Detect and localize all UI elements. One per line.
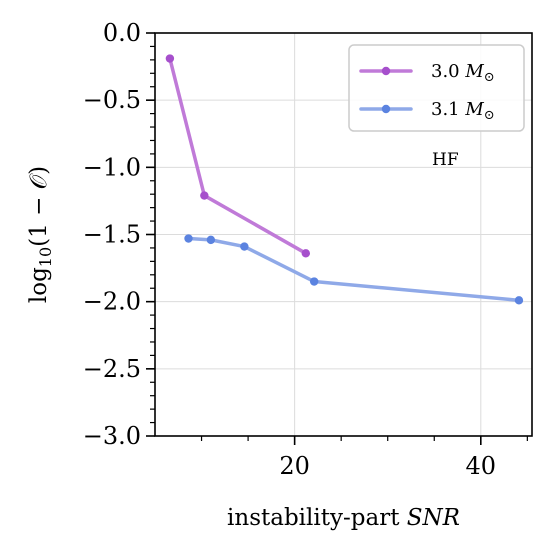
y-tick-label: −1.5	[83, 221, 141, 249]
y-axis-label-rest: (1 − 𝒪)	[26, 166, 52, 247]
legend-unit-sub: ⊙	[484, 70, 495, 85]
x-axis-label-emph: SNR	[407, 505, 460, 531]
data-point	[301, 249, 310, 258]
y-axis-label-log: log	[26, 267, 52, 303]
legend-item-0: 3.0 M⊙	[359, 61, 495, 85]
legend: 3.0 M⊙3.1 M⊙	[348, 44, 525, 132]
hf-annotation: HF	[432, 150, 459, 170]
y-tick-label: 0.0	[103, 19, 141, 47]
series-0	[165, 54, 310, 258]
series-line	[168, 56, 308, 256]
y-tick-label: −2.5	[83, 355, 141, 383]
series-line	[186, 236, 521, 303]
data-point	[514, 296, 524, 305]
legend-item-1: 3.1 M⊙	[359, 99, 495, 123]
x-tick-label: 20	[279, 452, 310, 480]
data-point	[200, 191, 209, 200]
y-axis-label: log10(1 − 𝒪)	[26, 166, 55, 303]
data-point	[240, 242, 249, 251]
legend-unit-sub: ⊙	[484, 108, 495, 123]
data-point	[165, 54, 175, 63]
data-point	[206, 235, 216, 245]
series-1	[184, 234, 524, 305]
x-axis-label-text: instability-part	[227, 505, 407, 531]
y-tick-label: −1.0	[83, 153, 141, 181]
y-tick-label: −2.0	[83, 288, 141, 316]
data-point	[184, 234, 193, 243]
x-axis-label: instability-part SNR	[227, 505, 460, 531]
y-tick-label: −3.0	[83, 422, 141, 450]
legend-swatch-marker	[381, 66, 391, 76]
legend-value: 3.0	[431, 61, 465, 82]
data-point	[309, 277, 319, 286]
ticks	[146, 32, 528, 445]
legend-label: 3.0 M⊙	[431, 61, 495, 85]
legend-unit: M	[464, 99, 484, 120]
x-tick-label: 40	[466, 452, 497, 480]
legend-swatch-marker	[381, 104, 391, 114]
y-tick-label: −0.5	[83, 86, 141, 114]
legend-unit: M	[464, 61, 484, 82]
legend-label: 3.1 M⊙	[431, 99, 495, 123]
legend-value: 3.1	[431, 99, 465, 120]
tick-labels: 0.0 −0.5 −1.0 −1.5 −2.0 −2.5 −3.0 20 40	[83, 19, 496, 480]
series-layer	[165, 54, 524, 305]
y-axis-label-sub: 10	[36, 247, 55, 267]
